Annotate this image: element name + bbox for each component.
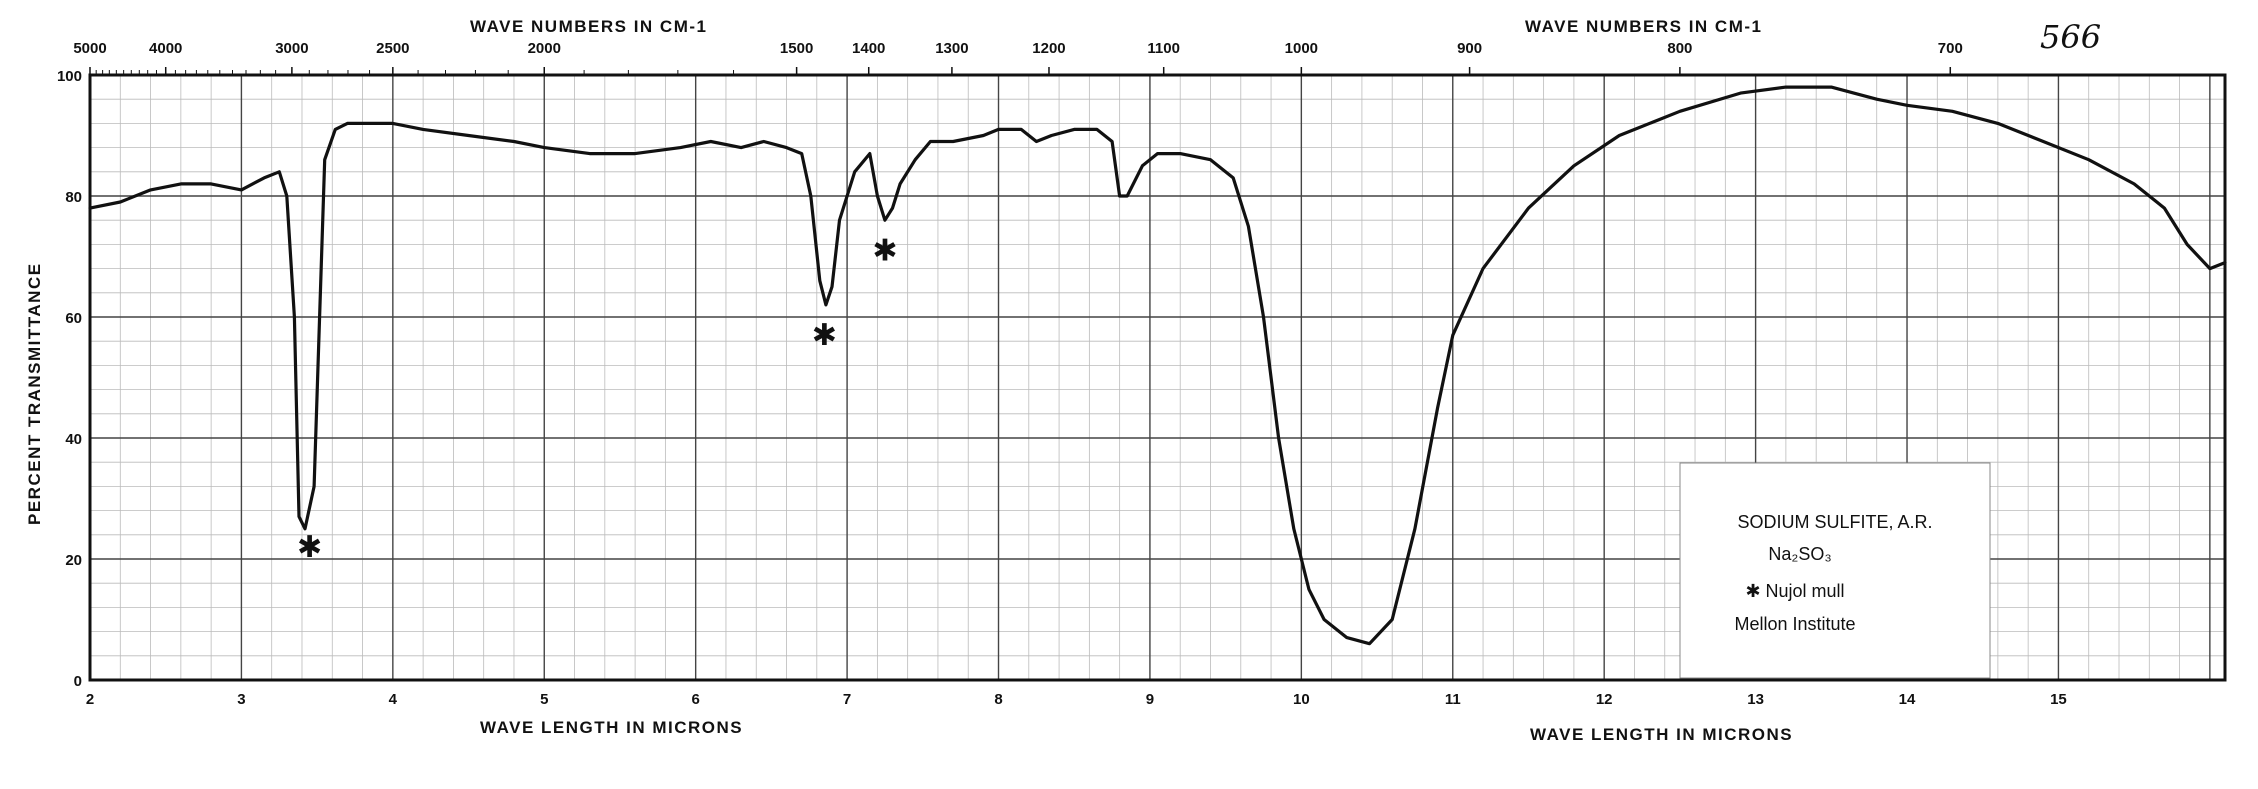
y-axis-title: PERCENT TRANSMITTANCE	[25, 262, 44, 525]
top-tick-label: 1200	[1032, 40, 1065, 57]
x-tick-label: 12	[1596, 691, 1613, 708]
x-tick-label: 5	[540, 691, 548, 708]
nujol-markers: ✱ ✱ ✱	[297, 233, 898, 564]
top-tick-label: 1500	[780, 40, 813, 57]
top-tick-label: 4000	[149, 40, 182, 57]
x-tick-label: 15	[2050, 691, 2067, 708]
x-tick-label: 14	[1899, 691, 1916, 708]
x-tick-label: 2	[86, 691, 94, 708]
top-tick-label: 1300	[935, 40, 968, 57]
plot-frame	[88, 73, 2227, 682]
top-tick-label: 1000	[1285, 40, 1318, 57]
nujol-marker: ✱	[872, 233, 897, 268]
y-tick-label: 100	[57, 68, 82, 85]
nujol-marker: ✱	[297, 530, 322, 565]
top-axis-ticks: 5000 4000 3000 2500 2000 1500 1400 1300 1200 1100…	[73, 40, 1963, 75]
legend-background	[1679, 462, 1991, 679]
x-tick-label: 3	[237, 691, 245, 708]
x-tick-label: 6	[692, 691, 700, 708]
minor-grid	[90, 75, 2225, 680]
top-tick-label: 5000	[73, 40, 106, 57]
x-tick-label: 13	[1747, 691, 1764, 708]
x-tick-label: 7	[843, 691, 851, 708]
page-number: 566	[2040, 18, 2101, 56]
nujol-marker: ✱	[812, 318, 837, 353]
legend-compound: SODIUM SULFITE, A.R.	[1737, 512, 1932, 532]
x-tick-label: 10	[1293, 691, 1310, 708]
y-tick-label: 20	[65, 552, 82, 569]
bottom-axis-title-right: WAVE LENGTH IN MICRONS	[1530, 725, 1793, 744]
top-tick-label: 2000	[528, 40, 561, 57]
top-axis-title-left: WAVE NUMBERS IN CM-1	[470, 17, 707, 36]
legend-source: Mellon Institute	[1734, 614, 1855, 634]
top-tick-label: 800	[1667, 40, 1692, 57]
spectrum-line	[88, 85, 2227, 646]
y-tick-label: 40	[65, 431, 82, 448]
top-tick-label: 2500	[376, 40, 409, 57]
top-tick-label: 3000	[275, 40, 308, 57]
top-tick-label: 700	[1938, 40, 1963, 57]
legend-box: SODIUM SULFITE, A.R. Na₂SO₃ ✱ Nujol mull…	[1679, 462, 1991, 679]
x-tick-label: 11	[1445, 691, 1461, 708]
bottom-axis-title-left: WAVE LENGTH IN MICRONS	[480, 718, 743, 737]
y-tick-label: 80	[65, 189, 82, 206]
top-tick-label: 1100	[1147, 40, 1180, 57]
legend-note: ✱ Nujol mull	[1745, 581, 1844, 601]
top-axis-title-right: WAVE NUMBERS IN CM-1	[1525, 17, 1762, 36]
x-tick-label: 8	[994, 691, 1002, 708]
top-tick-label: 1400	[852, 40, 885, 57]
x-tick-label: 9	[1146, 691, 1154, 708]
y-tick-label: 60	[65, 310, 82, 327]
legend-formula: Na₂SO₃	[1768, 544, 1831, 564]
x-tick-label: 4	[389, 691, 398, 708]
y-tick-label: 0	[74, 673, 82, 690]
x-axis-ticks: 2 3 4 5 6 7 8 9 10 11 12 13 14 15	[86, 691, 2067, 708]
y-axis-ticks: 0 20 40 60 80 100	[57, 68, 82, 690]
top-tick-label: 900	[1457, 40, 1482, 57]
